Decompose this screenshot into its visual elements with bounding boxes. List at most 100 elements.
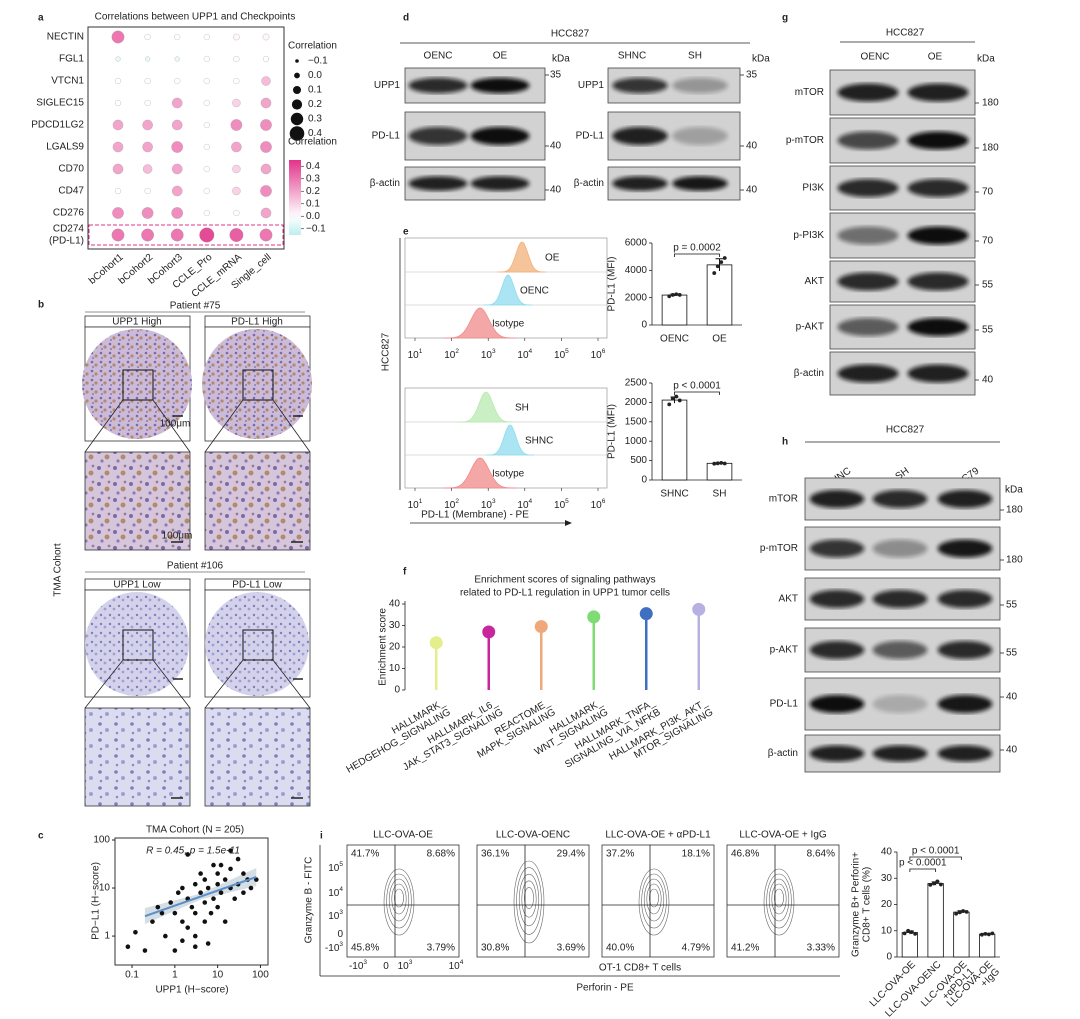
point	[192, 933, 198, 939]
correlation-dot	[233, 33, 240, 41]
correlation-dot	[112, 119, 124, 131]
row-label: mTOR	[795, 87, 824, 98]
data-point	[715, 264, 720, 269]
band	[937, 695, 993, 713]
band	[809, 695, 865, 713]
correlation-dot	[229, 228, 244, 242]
y-axis-label-line: PD-L1 (MFI)	[607, 257, 618, 312]
y-axis-label: PD-L1 (MFI)	[607, 257, 618, 312]
correlation-dot	[144, 33, 151, 41]
tick-exponent: 2	[455, 348, 459, 355]
quadrant-percent: 29.4%	[557, 849, 585, 860]
x-tick-label: OE	[712, 334, 727, 345]
y-tick-label: 4000	[625, 265, 648, 276]
y-tick-label: 10	[389, 663, 401, 674]
row-label: p-AKT	[770, 645, 798, 656]
contour	[394, 888, 404, 908]
data-point	[957, 910, 962, 915]
quadrant-percent: 30.8%	[481, 943, 509, 954]
correlation-dot	[199, 227, 215, 243]
correlation-dot	[112, 163, 124, 175]
data-point	[677, 293, 682, 297]
correlation-dot	[260, 97, 272, 109]
data-point	[902, 931, 907, 936]
marker-label: 180	[982, 143, 999, 154]
colorbar-label: 0.3	[306, 173, 320, 184]
band	[612, 176, 668, 191]
kda-label: kDa	[977, 54, 995, 65]
zoom-square	[122, 369, 154, 401]
data-point	[719, 461, 724, 465]
bar	[706, 462, 733, 481]
point	[168, 900, 173, 905]
tick-exponent: 4	[529, 348, 533, 355]
data-point	[961, 909, 966, 913]
zoom-line	[204, 399, 244, 453]
tick-exponent: 3	[492, 348, 496, 355]
contour	[516, 867, 542, 935]
point	[175, 890, 181, 895]
panel-letter: c	[38, 831, 44, 842]
tick-base: 10	[517, 350, 529, 361]
correlation-dot	[114, 187, 122, 195]
lollipop-head	[482, 625, 496, 639]
row-label: UPP1	[578, 80, 605, 91]
panel-letter: g	[782, 13, 788, 24]
blot-header: HCC827	[886, 28, 925, 39]
correlation-dot	[260, 163, 272, 175]
colorbar-label: 0.2	[306, 186, 320, 197]
data-point	[670, 396, 675, 401]
x-tick-label: 0.1	[125, 970, 139, 981]
band	[809, 490, 865, 508]
contour	[649, 888, 659, 908]
zoom-line	[204, 659, 244, 709]
band	[672, 176, 728, 191]
correlation-dot	[171, 119, 183, 131]
x-tick-label: SH	[713, 489, 727, 500]
tick-base: 10	[449, 961, 461, 972]
plot-frame	[726, 844, 840, 958]
row-label: mTOR	[769, 494, 798, 505]
point	[125, 944, 131, 950]
data-point	[964, 909, 969, 914]
correlation-dot	[115, 56, 121, 62]
data-point	[931, 881, 936, 886]
tissue-core	[82, 329, 192, 439]
x-tick-label: -103	[349, 959, 367, 972]
annotation: p < 0.0001	[673, 381, 721, 392]
point	[163, 933, 168, 939]
x-tick-label: 106	[591, 498, 606, 511]
data-point	[674, 292, 679, 297]
data-point	[719, 260, 724, 265]
band	[408, 127, 468, 145]
point	[172, 910, 178, 916]
plot-title: LLC-OVA-OENC	[496, 830, 570, 841]
lollipop-head	[692, 602, 706, 616]
legend-label: 0.4	[308, 128, 322, 139]
band	[809, 745, 865, 762]
zoom-line	[84, 399, 124, 453]
contour	[763, 868, 795, 936]
contour	[768, 878, 790, 922]
quadrant-percent: 36.1%	[481, 849, 509, 860]
point	[202, 877, 208, 882]
point	[155, 904, 161, 910]
contour	[774, 888, 784, 908]
quadrant-percent: 18.1%	[682, 849, 710, 860]
data-point	[715, 461, 720, 466]
tissue-core	[202, 329, 312, 439]
quadrant-percent: 46.8%	[731, 849, 759, 860]
band	[470, 77, 530, 94]
panel-letter: b	[38, 300, 44, 311]
y-tick-label: 500	[630, 455, 647, 466]
annotation: R = 0.45, p = 1.5e-11	[146, 846, 240, 857]
y-tick-label: 0	[641, 320, 647, 331]
contour	[771, 883, 787, 915]
condition-label: UPP1 Low	[113, 580, 161, 591]
marker-label: 55	[1006, 600, 1018, 611]
correlation-dot	[114, 77, 122, 85]
x-tick-label: 103	[481, 498, 496, 511]
row-label: PD-L1	[372, 131, 401, 142]
band	[470, 176, 530, 191]
